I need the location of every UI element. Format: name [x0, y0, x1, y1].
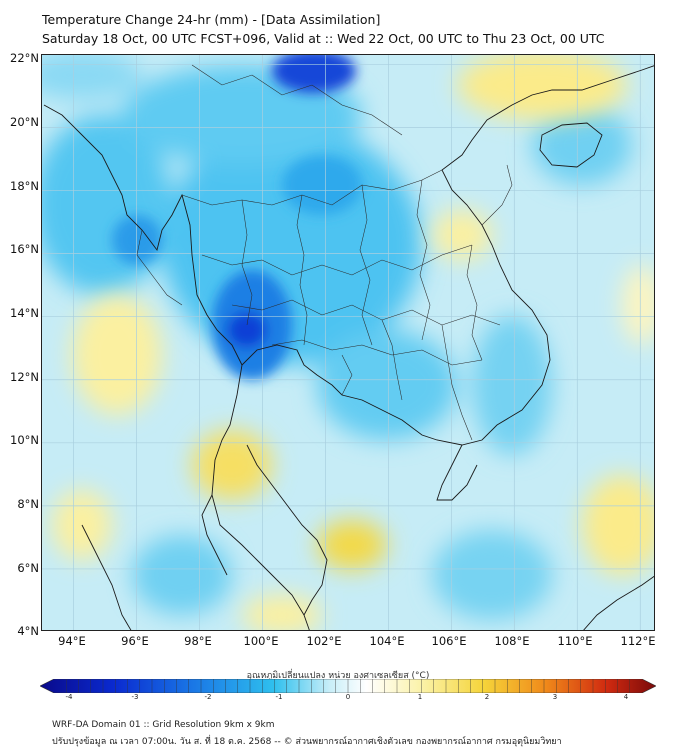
lat-label-16n: 16°N	[10, 242, 39, 256]
lon-label-112e: 112°E	[620, 634, 656, 648]
colorbar-tick-0: 0	[345, 693, 351, 701]
cooling-cores	[112, 55, 362, 380]
temperature-change-map	[42, 55, 654, 630]
colorbar-title: อุณหภูมิเปลี่ยนแปลง หน่วย องศาเซลเซียส (…	[246, 671, 430, 681]
coastlines	[43, 65, 654, 630]
lat-label-22n: 22°N	[10, 51, 39, 65]
andaman-west-coast	[201, 494, 228, 576]
lat-label-14n: 14°N	[10, 306, 39, 320]
lat-label-10n: 10°N	[10, 433, 39, 447]
lon-label-98e: 98°E	[184, 634, 212, 648]
colorbar-tick-2: 2	[484, 693, 490, 701]
hainan-island	[539, 122, 603, 168]
colorbar-tick-minus1: -1	[275, 693, 283, 701]
lat-label-6n: 6°N	[17, 561, 39, 575]
admin-boundaries	[136, 64, 513, 441]
map-subtitle: Saturday 18 Oct, 00 UTC FCST+096, Valid …	[42, 31, 605, 46]
sumatra-coast	[81, 524, 132, 630]
vietnam-south-coast	[436, 444, 478, 501]
map-title: Temperature Change 24-hr (mm) - [Data As…	[42, 12, 381, 27]
lon-label-100e: 100°E	[243, 634, 279, 648]
lon-label-110e: 110°E	[557, 634, 593, 648]
lat-label-20n: 20°N	[10, 115, 39, 129]
colorbar-tick-1: 1	[417, 693, 423, 701]
lat-label-18n: 18°N	[10, 179, 39, 193]
gulf-coast	[241, 65, 654, 446]
colorbar	[40, 679, 656, 693]
borneo-coast	[583, 575, 654, 630]
update-credit: ปรับปรุงข้อมูล ณ เวลา 07:00น. วัน ส. ที่…	[52, 737, 562, 747]
model-info: WRF-DA Domain 01 :: Grid Resolution 9km …	[52, 720, 275, 730]
lat-label-8n: 8°N	[17, 497, 39, 511]
warming-areas	[52, 55, 654, 630]
colorbar-divisions	[66, 679, 630, 693]
lon-label-94e: 94°E	[58, 634, 86, 648]
lat-label-4n: 4°N	[17, 624, 39, 638]
lon-label-102e: 102°E	[306, 634, 342, 648]
colorbar-tick-4: 4	[623, 693, 629, 701]
colorbar-tick-3: 3	[552, 693, 558, 701]
lon-label-106e: 106°E	[431, 634, 467, 648]
colorbar-tick-minus2: -2	[204, 693, 212, 701]
malaysia-east-coast	[246, 444, 328, 616]
colorbar-tick-minus3: -3	[131, 693, 139, 701]
map-panel	[41, 54, 655, 631]
graticule	[42, 55, 654, 630]
lat-label-12n: 12°N	[10, 370, 39, 384]
lon-label-104e: 104°E	[369, 634, 405, 648]
colorbar-tick-minus4: -4	[65, 693, 73, 701]
mainland-coastline	[43, 104, 310, 630]
lon-label-108e: 108°E	[494, 634, 530, 648]
lon-label-96e: 96°E	[121, 634, 149, 648]
